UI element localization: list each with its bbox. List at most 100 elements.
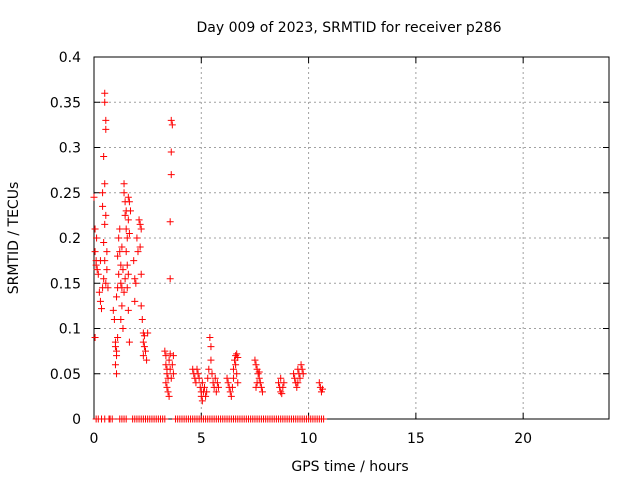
data-point <box>167 116 175 124</box>
data-point <box>280 379 288 387</box>
data-point <box>121 211 129 219</box>
data-point <box>214 383 222 391</box>
data-point <box>207 343 215 351</box>
y-axis-label: SRMTID / TECUs <box>6 182 22 295</box>
y-tick-label: 0.1 <box>59 322 81 338</box>
data-point <box>252 383 260 391</box>
data-point <box>278 390 286 398</box>
data-point <box>168 361 176 369</box>
data-point <box>92 261 100 269</box>
data-point <box>277 374 285 382</box>
data-point <box>135 216 143 224</box>
data-point <box>131 275 139 283</box>
data-point <box>100 275 108 283</box>
data-point <box>95 288 103 296</box>
data-point <box>297 361 305 369</box>
data-point <box>120 189 128 197</box>
data-point <box>126 207 134 215</box>
data-point <box>319 385 327 393</box>
data-point <box>163 383 171 391</box>
data-point <box>90 193 98 201</box>
data-point <box>169 370 177 378</box>
data-point <box>132 279 140 287</box>
data-point <box>100 153 108 161</box>
data-point <box>194 370 202 378</box>
data-point <box>223 374 231 382</box>
data-point <box>252 361 260 369</box>
data-point <box>98 305 106 313</box>
data-point <box>320 415 328 423</box>
data-point <box>293 383 301 391</box>
data-point <box>123 261 131 269</box>
data-point <box>229 374 237 382</box>
data-point <box>203 388 211 396</box>
x-tick-label: 10 <box>300 431 318 447</box>
data-point <box>111 343 119 351</box>
data-point <box>277 388 285 396</box>
data-point <box>136 243 144 251</box>
data-point <box>165 392 173 400</box>
data-point <box>234 379 242 387</box>
data-point <box>115 270 123 278</box>
data-point <box>142 347 149 355</box>
data-point <box>166 218 174 226</box>
data-point <box>94 270 102 278</box>
data-point <box>233 370 241 378</box>
data-point <box>99 189 107 197</box>
data-point <box>165 356 173 364</box>
data-point <box>208 370 216 378</box>
data-point <box>226 388 234 396</box>
data-point <box>116 225 124 233</box>
data-point <box>251 356 259 364</box>
data-point <box>202 392 210 400</box>
data-point <box>125 229 133 237</box>
data-point <box>91 248 99 256</box>
data-point <box>115 234 123 242</box>
data-point <box>166 365 174 373</box>
data-point <box>228 383 236 391</box>
y-tick-label: 0.05 <box>50 367 81 383</box>
data-point <box>162 361 170 369</box>
data-point <box>233 350 241 358</box>
data-point <box>93 234 101 242</box>
data-point <box>167 171 175 179</box>
data-point <box>167 374 175 382</box>
data-point <box>163 370 171 378</box>
y-tick-label: 0.2 <box>59 231 81 247</box>
data-point <box>201 383 209 391</box>
data-point <box>137 270 145 278</box>
data-point <box>119 266 127 274</box>
data-point <box>118 302 126 310</box>
data-points <box>90 89 328 423</box>
data-point <box>118 243 126 251</box>
data-point <box>229 365 237 373</box>
data-point <box>124 306 132 314</box>
data-point <box>102 125 110 133</box>
data-point <box>122 225 130 233</box>
x-axis-label: GPS time / hours <box>291 459 408 475</box>
data-point <box>253 379 261 387</box>
data-point <box>140 343 148 351</box>
grid-lines <box>94 57 609 419</box>
data-point <box>207 356 215 364</box>
data-point <box>130 257 138 265</box>
data-point <box>121 275 129 283</box>
x-tick-label: 0 <box>90 431 99 447</box>
data-point <box>116 248 124 256</box>
data-point <box>138 315 146 323</box>
data-point <box>101 180 109 188</box>
data-point <box>124 270 132 278</box>
data-point <box>164 388 172 396</box>
data-point <box>232 361 240 369</box>
data-point <box>124 193 132 201</box>
chart-title: Day 009 of 2023, SRMTID for receiver p28… <box>196 20 501 36</box>
data-point <box>137 225 145 233</box>
data-point <box>99 284 107 292</box>
data-point <box>294 379 302 387</box>
data-point <box>195 374 203 382</box>
data-point <box>298 365 306 373</box>
y-tick-label: 0.15 <box>50 276 81 292</box>
data-point <box>113 293 121 301</box>
data-point <box>109 306 117 314</box>
data-point <box>137 302 145 310</box>
